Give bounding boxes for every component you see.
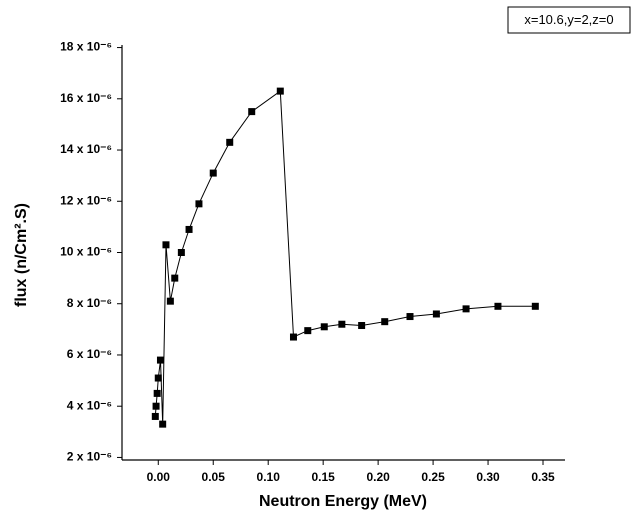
y-tick-label: 2 x 10⁻⁶ [67, 450, 112, 464]
x-tick-label: 0.20 [366, 470, 390, 484]
data-point [276, 87, 284, 95]
data-point [531, 302, 539, 310]
x-axis-title: Neutron Energy (MeV) [259, 493, 427, 510]
data-point [248, 108, 256, 116]
y-tick-label: 8 x 10⁻⁶ [67, 296, 112, 310]
y-tick-label: 10 x 10⁻⁶ [60, 245, 112, 259]
y-tick-label: 14 x 10⁻⁶ [60, 142, 112, 156]
data-line [154, 90, 536, 425]
x-tick-label: 0.25 [421, 470, 445, 484]
data-point [166, 297, 174, 305]
data-point [185, 225, 193, 233]
data-point [381, 318, 389, 326]
y-tick-label: 18 x 10⁻⁶ [60, 40, 112, 54]
data-point [153, 389, 161, 397]
data-point [338, 320, 346, 328]
data-point [494, 302, 502, 310]
data-point [432, 310, 440, 318]
x-tick-label: 0.05 [202, 470, 226, 484]
x-tick-label: 0.35 [531, 470, 555, 484]
x-tick-label: 0.00 [147, 470, 171, 484]
annotation-box [507, 6, 631, 34]
y-axis-title: flux (n/Cm².S) [13, 203, 30, 307]
data-point [151, 412, 159, 420]
x-tick-label: 0.10 [257, 470, 281, 484]
data-point [406, 313, 414, 321]
data-point [289, 333, 297, 341]
data-point [195, 200, 203, 208]
y-tick-label: 16 x 10⁻⁶ [60, 91, 112, 105]
data-point [358, 322, 366, 330]
data-point [159, 420, 167, 428]
data-point [226, 138, 234, 146]
x-tick-label: 0.15 [311, 470, 335, 484]
y-tick-label: 12 x 10⁻⁶ [60, 193, 112, 207]
data-point [209, 169, 217, 177]
x-tick-label: 0.30 [476, 470, 500, 484]
data-point [162, 241, 170, 249]
data-point [171, 274, 179, 282]
data-point [304, 327, 312, 335]
y-tick-label: 4 x 10⁻⁶ [67, 398, 112, 412]
data-point [320, 323, 328, 331]
annotation: x=10.6,y=2,z=0 [524, 12, 613, 27]
data-point [154, 374, 162, 382]
data-point [462, 305, 470, 313]
data-point [152, 402, 160, 410]
data-point [156, 356, 164, 364]
data-point [177, 249, 185, 256]
y-tick-label: 6 x 10⁻⁶ [67, 347, 112, 361]
